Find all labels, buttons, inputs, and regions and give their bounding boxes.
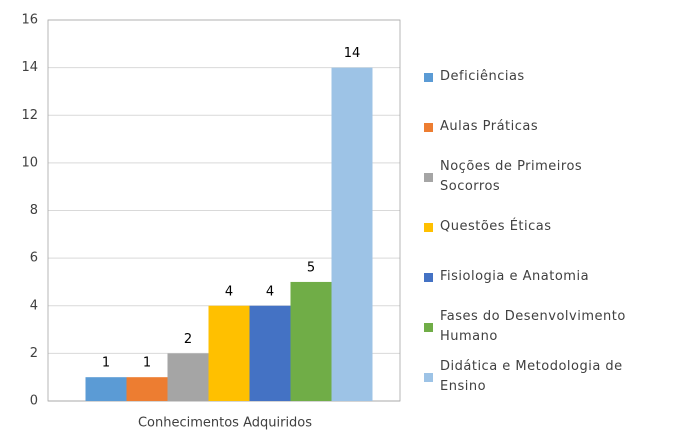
- legend-swatch: [424, 222, 433, 232]
- y-tick-label: 8: [30, 203, 38, 218]
- legend-swatch: [424, 372, 433, 382]
- legend-swatch: [424, 272, 433, 282]
- bar: [85, 377, 127, 401]
- legend-item: Deficiências: [424, 57, 635, 97]
- data-label: 1: [102, 356, 110, 371]
- y-tick-label: 4: [30, 298, 38, 313]
- y-tick-label: 6: [30, 251, 38, 266]
- y-tick-label: 10: [21, 155, 38, 170]
- data-label: 2: [184, 332, 192, 347]
- data-label: 4: [266, 284, 274, 299]
- legend-item: Didática e Metodologia de Ensino: [424, 357, 635, 397]
- legend-item: Noções de Primeiros Socorros: [424, 157, 635, 197]
- y-tick-label: 2: [30, 346, 38, 361]
- legend-swatch: [424, 122, 433, 132]
- bar: [331, 67, 373, 401]
- legend-label: Didática e Metodologia de Ensino: [440, 359, 623, 394]
- y-tick-label: 16: [21, 13, 38, 28]
- legend-item: Fisiologia e Anatomia: [424, 257, 635, 297]
- data-label: 1: [143, 356, 151, 371]
- legend-item: Aulas Práticas: [424, 107, 635, 147]
- legend-label: Questões Éticas: [440, 219, 552, 234]
- data-label: 5: [307, 260, 315, 275]
- bar: [290, 281, 332, 401]
- legend-swatch: [424, 72, 433, 82]
- legend-label: Fisiologia e Anatomia: [440, 269, 590, 284]
- bar: [208, 305, 250, 401]
- data-label: 4: [225, 284, 233, 299]
- legend-swatch: [424, 322, 433, 332]
- data-label: 14: [344, 46, 361, 61]
- legend-label: Aulas Práticas: [440, 119, 539, 134]
- bar: [167, 353, 209, 401]
- y-tick-label: 12: [21, 108, 38, 123]
- legend-item: Questões Éticas: [424, 207, 635, 247]
- y-tick-label: 0: [30, 394, 38, 409]
- y-tick-label: 14: [21, 60, 38, 75]
- legend-label: Noções de Primeiros Socorros: [440, 159, 583, 194]
- x-tick-label: Conhecimentos Adquiridos: [138, 416, 312, 431]
- legend-label: Fases do Desenvolvimento Humano: [440, 309, 626, 344]
- bar: [126, 377, 168, 401]
- legend-label: Deficiências: [440, 69, 525, 84]
- legend-swatch: [424, 172, 433, 182]
- bar: [249, 305, 291, 401]
- legend-item: Fases do Desenvolvimento Humano: [424, 307, 635, 347]
